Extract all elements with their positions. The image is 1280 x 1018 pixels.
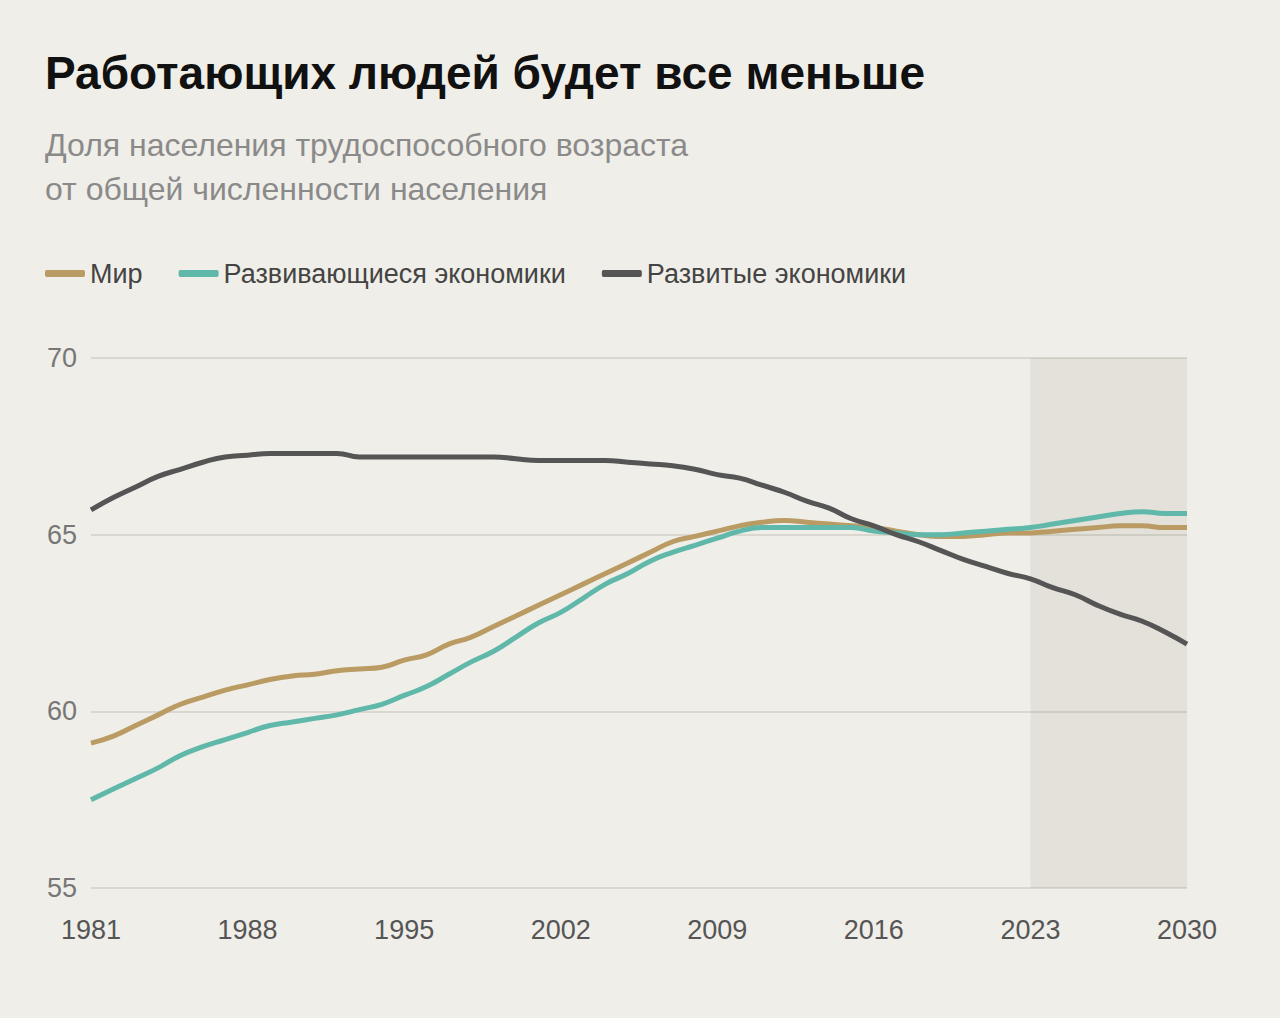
- svg-text:Доля населения трудоспособного: Доля населения трудоспособного возраста: [45, 127, 688, 163]
- svg-text:от общей численности населения: от общей численности населения: [45, 171, 547, 207]
- svg-text:Развитые экономики: Развитые экономики: [647, 259, 906, 289]
- svg-text:2016: 2016: [844, 915, 904, 945]
- svg-text:Мир: Мир: [90, 259, 143, 289]
- svg-text:2009: 2009: [687, 915, 747, 945]
- svg-text:Развивающиеся экономики: Развивающиеся экономики: [224, 259, 566, 289]
- svg-text:70: 70: [47, 343, 77, 373]
- svg-text:2023: 2023: [1000, 915, 1060, 945]
- svg-text:2030: 2030: [1157, 915, 1217, 945]
- svg-text:1981: 1981: [61, 915, 121, 945]
- svg-text:65: 65: [47, 520, 77, 550]
- svg-text:60: 60: [47, 696, 77, 726]
- svg-text:1995: 1995: [374, 915, 434, 945]
- svg-text:Работающих людей будет все мен: Работающих людей будет все меньше: [45, 47, 925, 99]
- svg-text:1988: 1988: [218, 915, 278, 945]
- svg-text:2002: 2002: [531, 915, 591, 945]
- svg-text:55: 55: [47, 873, 77, 903]
